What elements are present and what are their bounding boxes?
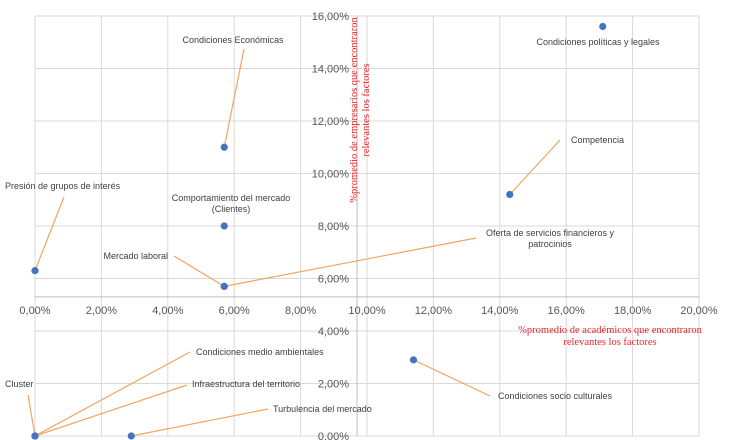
point-label: Presión de grupos de interés [5,181,121,191]
leader-line [34,351,191,437]
x-tick-label: 18,00% [614,305,652,317]
leader-line [27,394,36,437]
point-label: Condiciones medio ambientales [196,347,324,357]
point-label: Oferta de servicios financieros y [486,228,615,238]
y-tick-label: 2,00% [318,379,349,391]
x-tick-label: 14,00% [481,305,519,317]
leader-line [173,255,225,287]
leader-line [224,237,477,287]
y-tick-label: 4,00% [318,326,349,338]
leader-line [131,408,269,437]
x-axis-title: relevantes los factores [563,337,656,348]
y-tick-label: 8,00% [318,221,349,233]
leader-line [34,196,65,271]
x-axis-title: %promedio de académicos que encontraron [518,325,702,336]
leader-line [413,359,491,397]
leader-line [509,139,561,195]
point-label: Turbulencia del mercado [273,404,372,414]
data-point [409,356,418,364]
point-label: Mercado laboral [103,251,168,261]
y-tick-label: 6,00% [318,274,349,286]
point-label: Condiciones Económicas [182,35,284,45]
x-tick-label: 0,00% [19,305,50,317]
data-point [31,267,39,275]
leader-line [34,384,188,437]
data-point [220,143,228,151]
x-tick-label: 20,00% [680,305,718,317]
point-label: Infraestructura del territorio [192,379,300,389]
data-point [506,190,514,199]
y-tick-label: 16,00% [312,11,350,23]
point-label: patrocinios [528,239,572,249]
point-label: Condiciones políticas y legales [536,37,660,47]
y-axis-title: %promedio de empresarios que encontraron [349,17,360,203]
leader-line [223,48,245,148]
x-tick-label: 8,00% [285,305,316,317]
data-point [31,432,39,440]
x-tick-label: 2,00% [86,305,117,317]
x-tick-label: 4,00% [152,305,183,317]
x-tick-label: 6,00% [219,305,250,317]
data-point [599,22,607,31]
data-point [127,432,135,440]
data-point [220,282,228,290]
point-label: Comportamiento del mercado [172,193,291,203]
y-tick-label: 12,00% [312,116,350,128]
y-tick-label: 10,00% [312,169,350,181]
point-label: Condiciones socio culturales [498,391,613,401]
x-tick-label: 16,00% [548,305,586,317]
data-point [220,222,228,230]
y-axis-title: relevantes los factores [361,63,372,156]
point-label: (Clientes) [212,204,251,214]
point-label: Cluster [5,379,34,389]
y-tick-label: 14,00% [312,64,350,76]
x-tick-label: 10,00% [348,305,386,317]
point-label: Competencia [571,135,624,145]
x-tick-label: 12,00% [415,305,453,317]
y-tick-label: 0,00% [318,431,349,440]
